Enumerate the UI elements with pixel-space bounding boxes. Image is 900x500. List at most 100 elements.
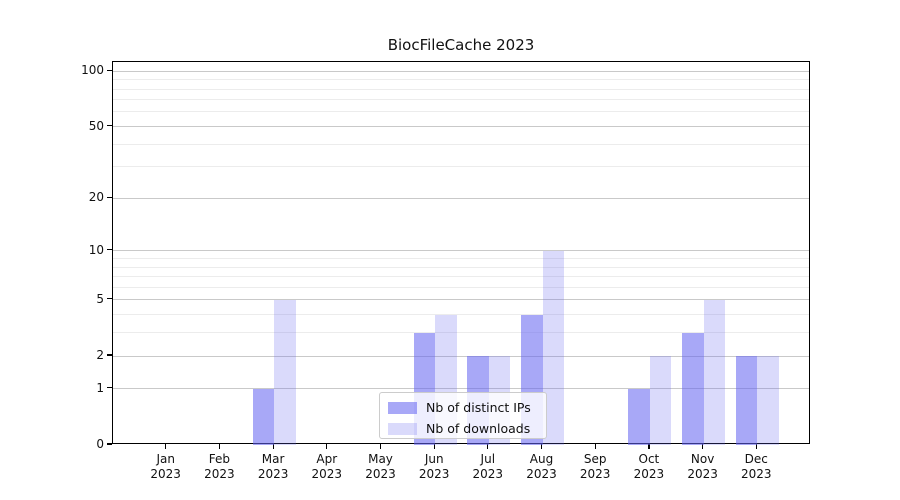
y-tick-label-1: 1 <box>96 380 104 395</box>
gridline-minor-60 <box>113 111 809 113</box>
gridline-major-5 <box>113 299 809 301</box>
x-tick-label-oct: Oct 2023 <box>617 452 681 482</box>
y-tick-label-50: 50 <box>88 118 104 133</box>
y-tick-label-20: 20 <box>88 190 104 205</box>
legend-item-distinct-ips: Nb of distinct IPs <box>388 398 538 417</box>
x-tick-label-feb: Feb 2023 <box>187 452 251 482</box>
gridline-minor-70 <box>113 99 809 101</box>
gridline-minor-4 <box>113 314 809 316</box>
x-axis-tick-aug <box>540 444 543 449</box>
y-tick-label-10: 10 <box>88 242 104 257</box>
x-tick-year: 2023 <box>204 467 235 481</box>
x-tick-label-mar: Mar 2023 <box>241 452 305 482</box>
x-axis-tick-apr <box>326 444 328 449</box>
x-tick-year: 2023 <box>526 467 557 481</box>
gridline-minor-3 <box>113 332 809 334</box>
x-tick-label-jul: Jul 2023 <box>456 452 520 482</box>
legend-label-downloads: Nb of downloads <box>426 421 531 436</box>
legend: Nb of distinct IPs Nb of downloads <box>379 392 547 439</box>
bar-nb-of-downloads-mar <box>274 299 296 445</box>
x-tick-month: Apr <box>316 452 338 466</box>
x-tick-label-jun: Jun 2023 <box>402 452 466 482</box>
gridline-minor-90 <box>113 79 809 80</box>
x-axis-tick-jun <box>433 444 435 449</box>
gridline-major-10 <box>113 250 809 252</box>
x-tick-year: 2023 <box>579 467 611 481</box>
x-tick-year: 2023 <box>687 467 718 481</box>
x-tick-label-sep: Sep 2023 <box>563 452 627 482</box>
bar-nb-of-distinct-ips-mar <box>252 388 275 445</box>
y-axis-tick-50 <box>107 124 112 127</box>
gridline-minor-8 <box>113 266 809 268</box>
legend-swatch-downloads <box>388 422 417 435</box>
x-tick-year: 2023 <box>418 467 450 481</box>
x-tick-label-apr: Apr 2023 <box>295 452 359 482</box>
y-axis-tick-20 <box>107 196 112 198</box>
x-axis-tick-may <box>379 444 382 449</box>
x-tick-year: 2023 <box>365 467 396 481</box>
x-axis-tick-nov <box>702 444 704 449</box>
x-tick-month: Dec <box>744 452 768 466</box>
legend-item-downloads: Nb of downloads <box>388 419 538 438</box>
x-tick-year: 2023 <box>741 467 772 481</box>
x-tick-month: Sep <box>583 452 607 466</box>
x-tick-year: 2023 <box>311 467 343 481</box>
x-tick-month: Feb <box>208 452 231 466</box>
x-axis-tick-feb <box>218 444 221 449</box>
x-tick-month: Mar <box>261 452 285 466</box>
gridline-minor-30 <box>113 166 809 168</box>
x-tick-month: Jul <box>480 452 496 466</box>
x-tick-year: 2023 <box>150 467 181 481</box>
x-tick-month: Jun <box>424 452 444 466</box>
bar-nb-of-downloads-oct <box>649 356 672 445</box>
x-tick-month: Oct <box>638 452 660 466</box>
gridline-minor-6 <box>113 286 809 288</box>
bar-nb-of-distinct-ips-dec <box>735 356 758 445</box>
gridline-minor-7 <box>113 276 809 277</box>
y-tick-label-0: 0 <box>96 437 104 451</box>
x-tick-label-dec: Dec 2023 <box>724 452 788 482</box>
gridline-major-1 <box>113 388 809 390</box>
gridline-major-100 <box>113 70 809 72</box>
gridline-major-50 <box>113 126 809 127</box>
x-tick-label-jan: Jan 2023 <box>134 452 198 482</box>
x-axis-tick-dec <box>755 444 757 449</box>
bar-nb-of-downloads-aug <box>542 250 564 445</box>
bar-nb-of-distinct-ips-nov <box>682 332 704 445</box>
chart-title: BiocFileCache 2023 <box>387 36 535 54</box>
y-axis-tick-100 <box>107 69 112 71</box>
x-tick-month: Aug <box>529 452 554 466</box>
x-tick-month: May <box>368 452 393 466</box>
x-axis-tick-sep <box>594 444 596 449</box>
y-axis-tick-0 <box>107 443 112 445</box>
y-axis-tick-2 <box>107 354 112 356</box>
y-tick-label-5: 5 <box>96 291 104 306</box>
x-axis-tick-mar <box>272 444 274 449</box>
x-tick-year: 2023 <box>633 467 665 481</box>
legend-label-distinct-ips: Nb of distinct IPs <box>426 400 531 415</box>
gridline-major-2 <box>113 355 809 357</box>
x-tick-month: Jan <box>156 452 175 466</box>
x-tick-year: 2023 <box>472 467 504 481</box>
bar-nb-of-downloads-nov <box>703 299 726 445</box>
gridline-minor-80 <box>113 88 809 90</box>
gridline-minor-9 <box>113 258 809 259</box>
plot-area: Nb of distinct IPs Nb of downloads <box>112 61 810 445</box>
x-axis-tick-jul <box>487 444 489 449</box>
x-axis-tick-jan <box>165 444 167 449</box>
y-axis-tick-1 <box>107 387 112 389</box>
x-tick-label-nov: Nov 2023 <box>671 452 735 482</box>
x-tick-label-may: May 2023 <box>349 452 413 482</box>
y-axis-tick-10 <box>107 249 112 251</box>
bar-nb-of-distinct-ips-oct <box>628 388 650 445</box>
gridline-minor-40 <box>113 143 809 145</box>
x-axis-tick-oct <box>648 444 650 449</box>
bar-nb-of-downloads-dec <box>757 356 779 445</box>
y-tick-label-100: 100 <box>81 63 104 78</box>
gridline-major-20 <box>113 197 809 199</box>
x-tick-label-aug: Aug 2023 <box>510 452 574 482</box>
y-tick-label-2: 2 <box>96 348 104 362</box>
y-axis-tick-5 <box>107 298 112 300</box>
x-tick-year: 2023 <box>257 467 289 481</box>
